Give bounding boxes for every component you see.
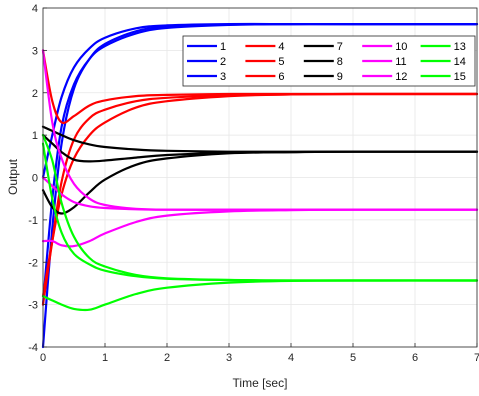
series-line-9 xyxy=(41,150,479,215)
y-tick-label: 4 xyxy=(32,3,38,15)
legend-label-3: 3 xyxy=(220,71,226,83)
legend-label-12: 12 xyxy=(395,71,407,83)
y-tick-label: 0 xyxy=(32,173,38,185)
x-tick-label: 7 xyxy=(474,352,479,364)
y-tick-label: -1 xyxy=(28,215,38,227)
legend-label-6: 6 xyxy=(278,71,284,83)
x-axis-label: Time [sec] xyxy=(233,376,288,390)
x-tick-label: 6 xyxy=(412,352,418,364)
x-tick-label: 4 xyxy=(288,352,294,364)
legend-label-8: 8 xyxy=(337,56,343,68)
legend-label-1: 1 xyxy=(220,41,226,53)
y-tick-label: 3 xyxy=(32,45,38,57)
y-tick-label: -2 xyxy=(28,257,38,269)
legend-label-2: 2 xyxy=(220,56,226,68)
x-tick-label: 2 xyxy=(164,352,170,364)
legend-label-14: 14 xyxy=(454,56,466,68)
x-tick-label: 5 xyxy=(350,352,356,364)
legend-label-4: 4 xyxy=(278,41,284,53)
legend-label-9: 9 xyxy=(337,71,343,83)
y-axis-label: Output xyxy=(6,158,20,195)
series-layer xyxy=(41,22,479,349)
x-tick-label: 3 xyxy=(226,352,232,364)
y-tick-label: 1 xyxy=(32,130,38,142)
x-tick-label: 0 xyxy=(40,352,46,364)
y-tick-label: -3 xyxy=(28,300,38,312)
legend-label-13: 13 xyxy=(454,41,466,53)
x-tick-label: 1 xyxy=(102,352,108,364)
y-tick-label: -4 xyxy=(28,342,38,354)
y-tick-label: 2 xyxy=(32,88,38,100)
legend-label-10: 10 xyxy=(395,41,407,53)
series-line-12 xyxy=(41,208,479,248)
legend-label-15: 15 xyxy=(454,71,466,83)
legend-label-5: 5 xyxy=(278,56,284,68)
series-line-15 xyxy=(41,279,479,312)
legend-label-7: 7 xyxy=(337,41,343,53)
legend-label-11: 11 xyxy=(395,56,406,68)
series-line-3 xyxy=(41,22,479,179)
